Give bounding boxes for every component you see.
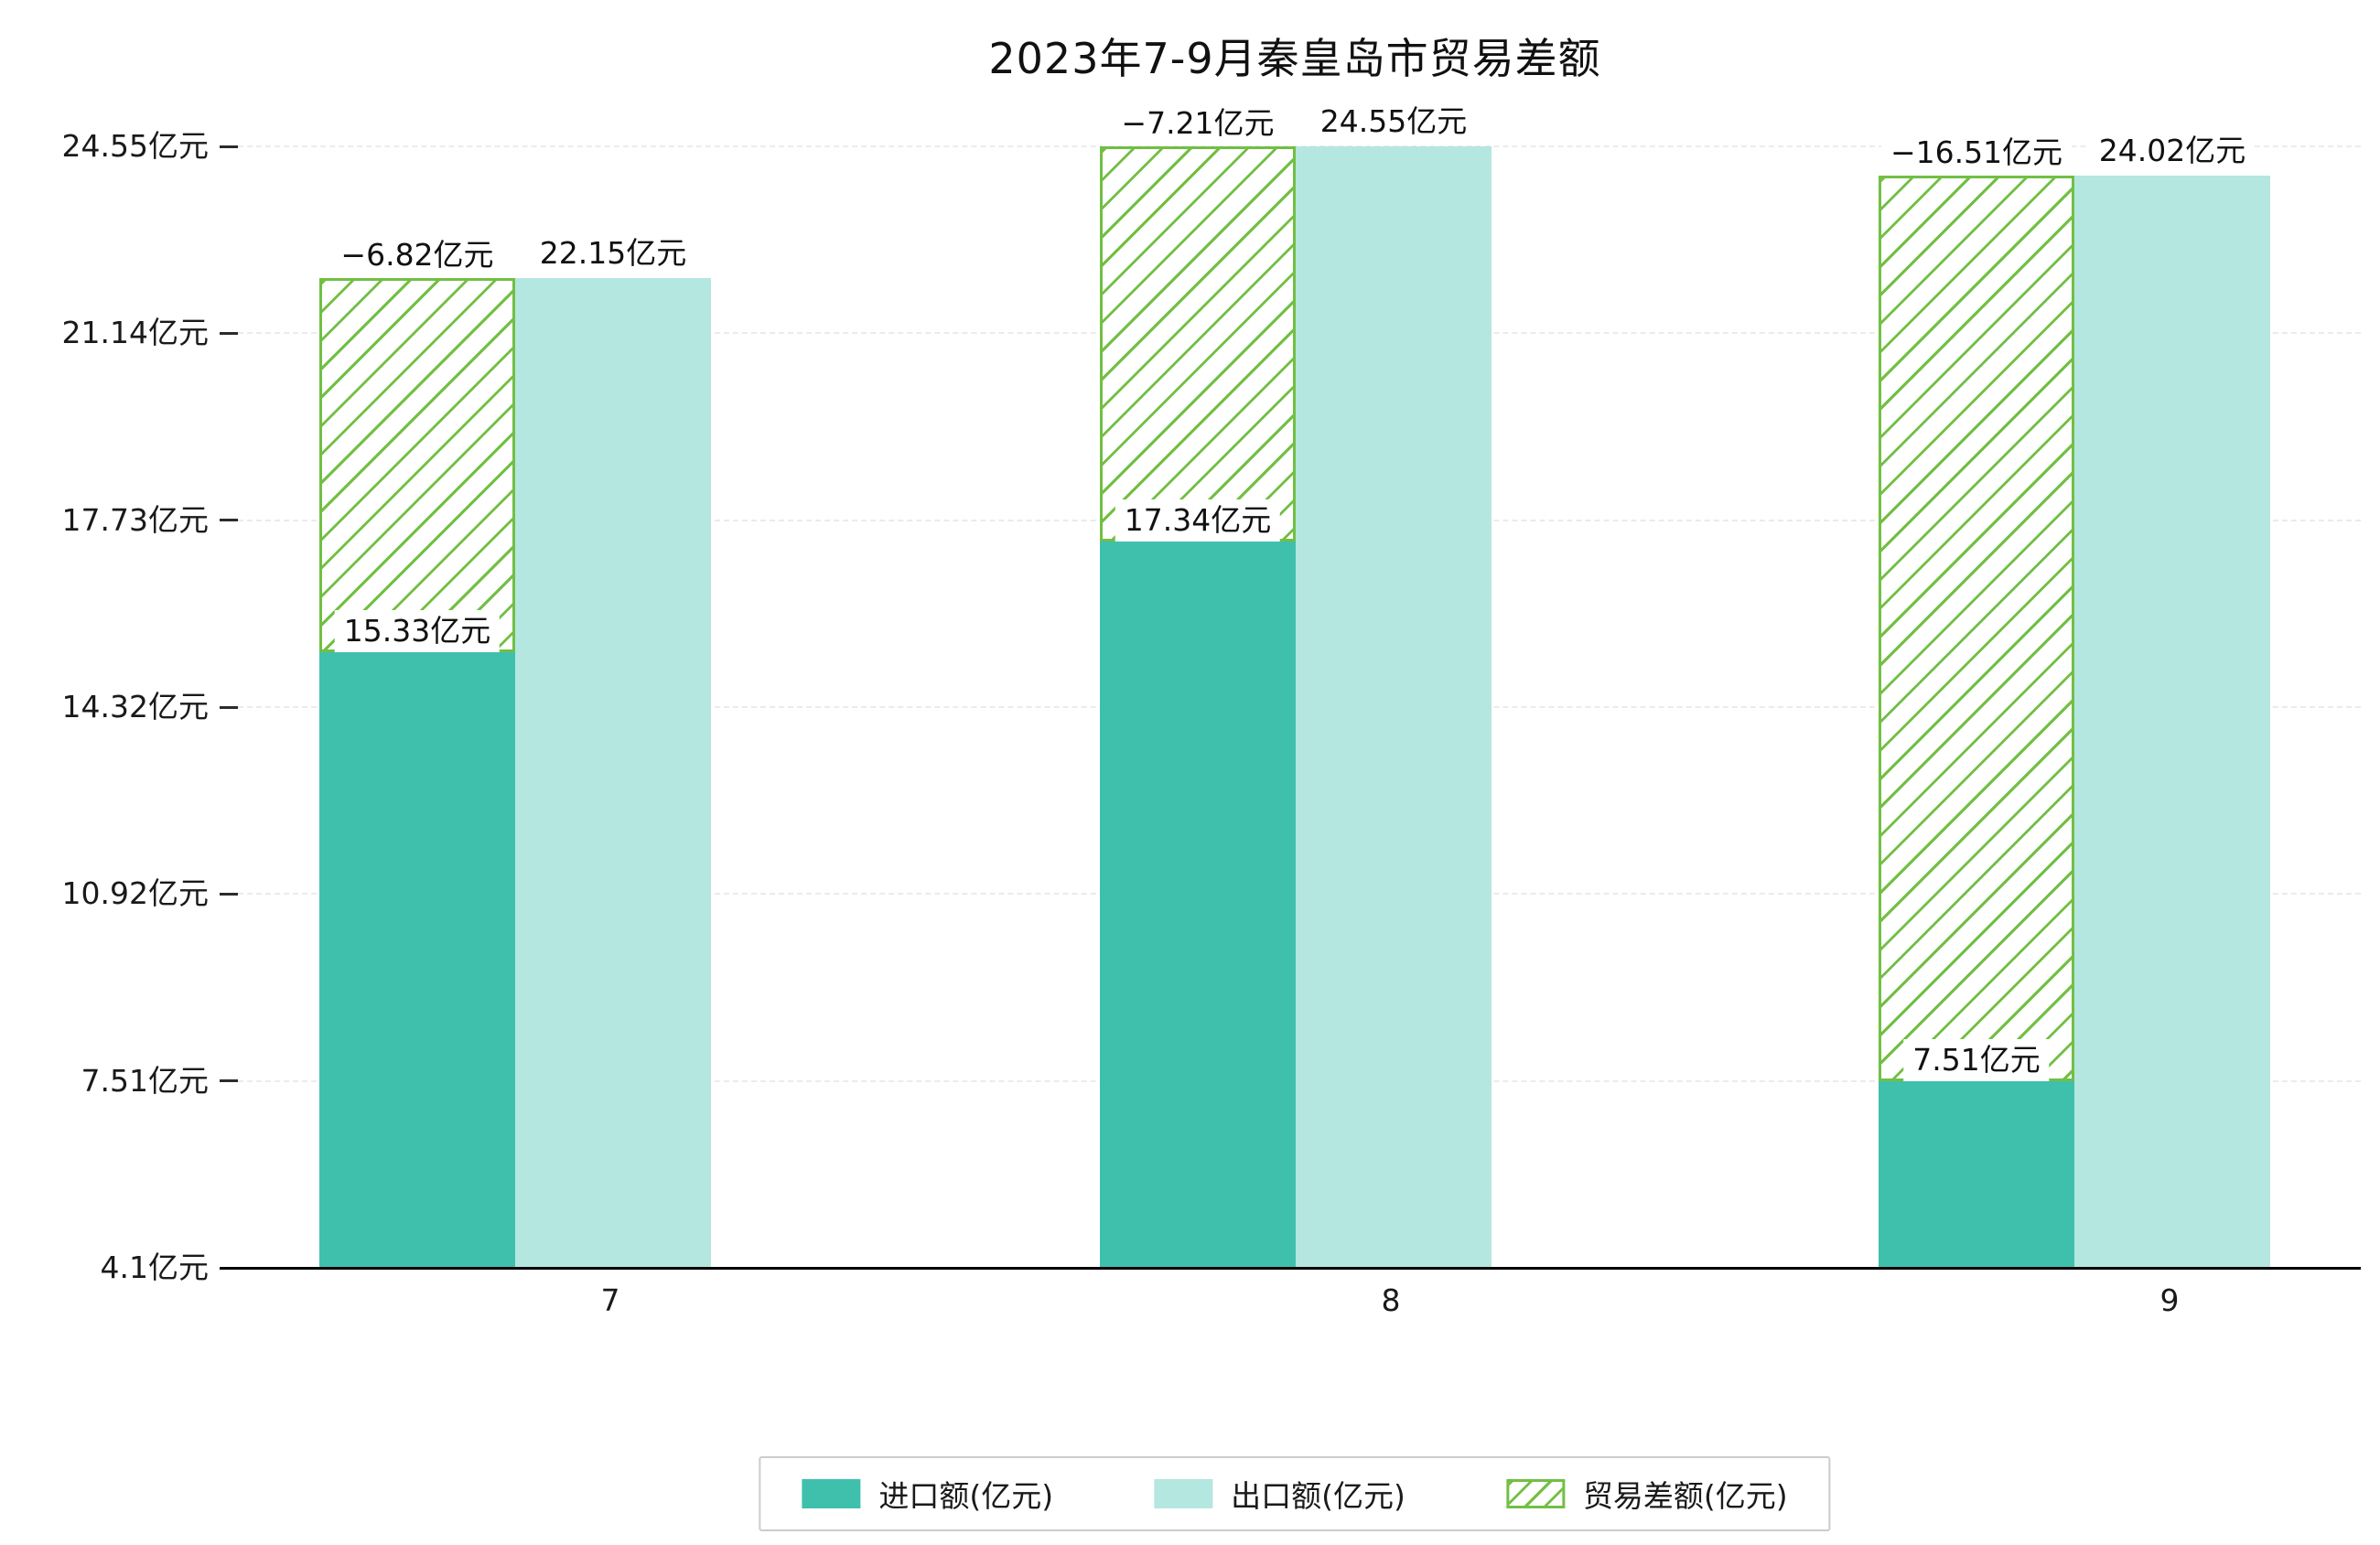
legend-item-import: 进口额(亿元): [802, 1472, 1053, 1516]
label-trade-balance: −16.51亿元: [1880, 131, 2073, 174]
bar-export: [2074, 175, 2270, 1268]
x-axis-tick-label: 7: [600, 1282, 620, 1318]
chart-title: 2023年7-9月秦皇岛市贸易差额: [988, 34, 1601, 83]
legend-balance-label: 贸易差额(亿元): [1582, 1478, 1788, 1514]
legend-export-label: 出口额(亿元): [1231, 1478, 1405, 1514]
y-axis-tick: [220, 519, 238, 522]
y-axis-tick-label: 14.32亿元: [61, 689, 209, 725]
bar-import: [1879, 1080, 2074, 1268]
legend-import-label: 进口额(亿元): [878, 1478, 1054, 1514]
y-axis-tick: [220, 705, 238, 709]
legend-import-swatch-icon: [802, 1479, 861, 1508]
y-axis-tick-label: 10.92亿元: [61, 875, 209, 912]
x-axis-line: [220, 1267, 2361, 1270]
y-axis-tick: [220, 892, 238, 896]
x-axis-tick-label: 9: [2159, 1282, 2180, 1318]
legend-export-swatch-icon: [1154, 1479, 1213, 1508]
y-axis-tick: [220, 331, 238, 335]
bar-trade-balance: [1879, 175, 2074, 1081]
label-import: 17.34亿元: [1115, 499, 1281, 542]
legend: 进口额(亿元) 出口额(亿元) 贸易差额(亿元): [759, 1456, 1831, 1531]
bar-import: [319, 651, 515, 1268]
bar-import: [1100, 542, 1296, 1268]
label-export: 24.02亿元: [2089, 129, 2256, 172]
label-export: 22.15亿元: [530, 231, 696, 274]
bar-export: [515, 277, 711, 1268]
label-import: 15.33亿元: [334, 609, 501, 652]
y-axis-tick-label: 4.1亿元: [100, 1250, 209, 1285]
label-export: 24.55亿元: [1310, 101, 1477, 143]
legend-balance-swatch-icon: [1505, 1479, 1565, 1508]
y-axis-tick: [220, 145, 238, 148]
label-trade-balance: −6.82亿元: [331, 233, 503, 276]
label-import: 7.51亿元: [1903, 1038, 2050, 1081]
y-axis-tick-label: 21.14亿元: [61, 315, 209, 351]
legend-item-balance: 贸易差额(亿元): [1505, 1472, 1788, 1516]
legend-item-export: 出口额(亿元): [1154, 1472, 1405, 1516]
bar-trade-balance: [319, 277, 515, 652]
y-axis-tick-label: 24.55亿元: [61, 128, 209, 164]
x-axis-tick-label: 8: [1381, 1282, 1401, 1318]
label-trade-balance: −7.21亿元: [1112, 102, 1284, 145]
y-axis-tick-label: 7.51亿元: [81, 1062, 209, 1099]
bar-trade-balance: [1100, 146, 1296, 542]
y-axis-tick-label: 17.73亿元: [61, 501, 209, 538]
y-axis-tick: [220, 1079, 238, 1083]
bar-export: [1296, 146, 1492, 1268]
